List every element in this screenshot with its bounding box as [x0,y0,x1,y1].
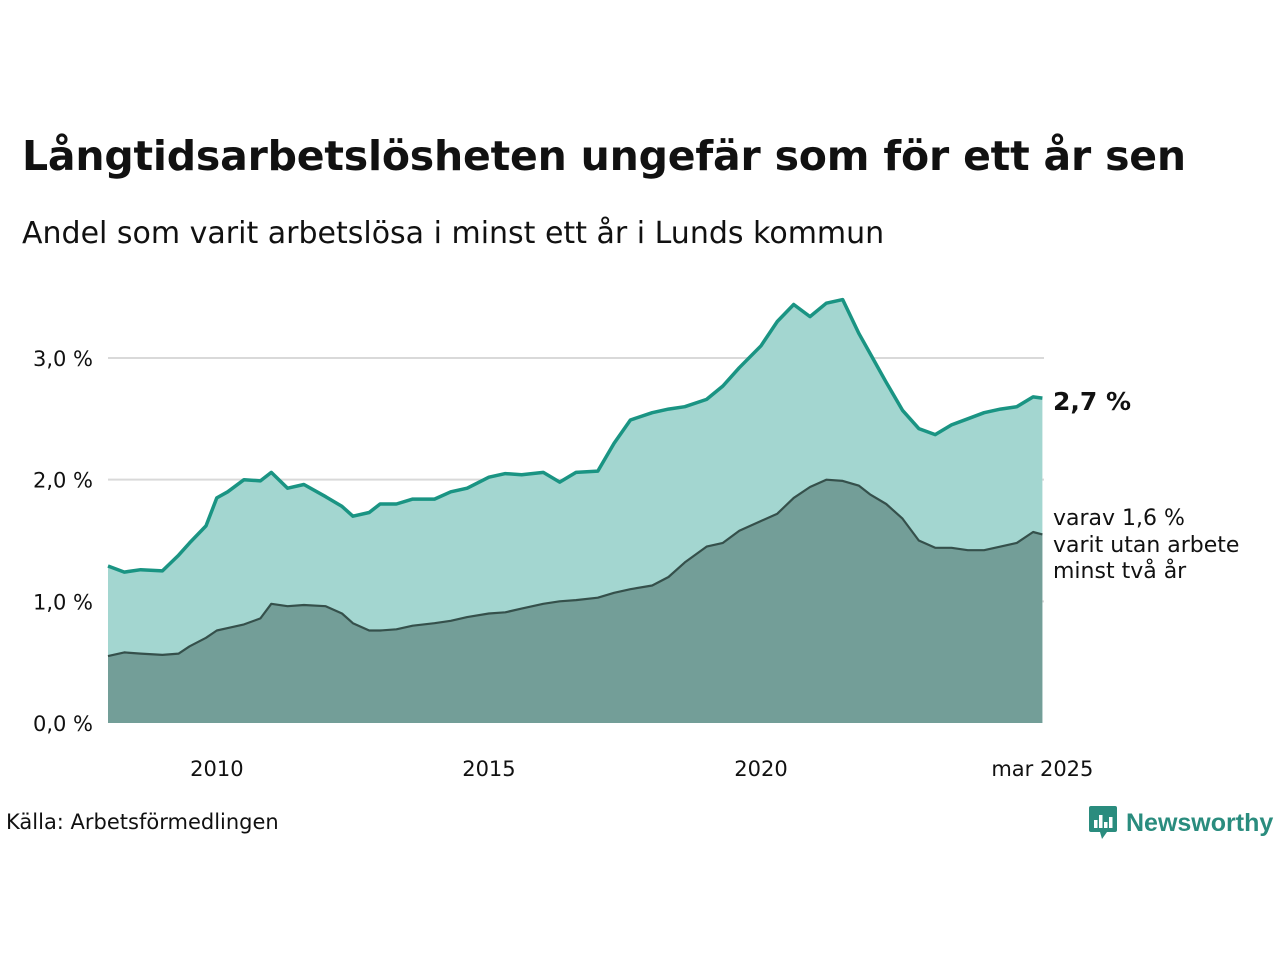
logo-text: Newsworthy [1126,808,1274,837]
y-tick-label: 1,0 % [33,590,93,614]
series-line-0 [107,297,1043,574]
y-tick-label: 3,0 % [33,347,93,371]
x-tick-label: 2010 [190,757,243,781]
end-value-label: 2,7 % [1053,387,1131,416]
end-labels: 2,7 % varav 1,6 % varit utan arbete mins… [1053,387,1239,584]
series-area-1 [108,479,1043,723]
x-tick-label: 2015 [462,757,515,781]
series-areas [108,299,1043,723]
x-axis-ticks: 2010 2015 2020 mar 2025 [190,757,1093,781]
x-tick-label: 2020 [734,757,787,781]
series-line-1 [107,478,1043,658]
series-lines [107,297,1043,658]
x-tick-label: mar 2025 [991,757,1093,781]
y-tick-label: 0,0 % [33,712,93,736]
bar-chart-speech-bubble-icon [1089,806,1117,839]
sub-annotation-line1: varav 1,6 % [1053,506,1185,531]
newsworthy-logo[interactable]: Newsworthy [1088,805,1273,841]
source-note: Källa: Arbetsförmedlingen [6,810,279,834]
chart-subtitle: Andel som varit arbetslösa i minst ett å… [22,216,885,251]
sub-annotation-line3: minst två år [1053,558,1187,584]
y-tick-label: 2,0 % [33,469,93,493]
chart-title: Långtidsarbetslösheten ungefär som för e… [22,132,1186,180]
y-axis-ticks: 0,0 % 1,0 % 2,0 % 3,0 % [33,347,93,736]
sub-annotation-line2: varit utan arbete [1053,533,1239,558]
